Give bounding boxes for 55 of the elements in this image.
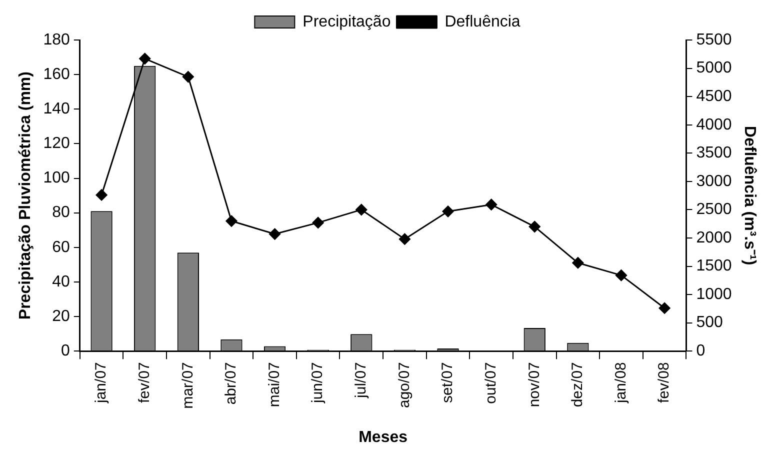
y-tick-label: 40 [52, 273, 70, 290]
y2-tick-label: 2000 [696, 229, 732, 246]
y2-tick-label: 4000 [696, 116, 732, 134]
y2-tick-label: 5500 [696, 31, 732, 48]
x-tick-label: jul/07 [352, 362, 370, 399]
x-tick-label: abr/07 [222, 362, 240, 405]
x-tick-label: jan/07 [92, 362, 110, 404]
point [312, 216, 324, 228]
x-tick-label: mai/07 [266, 362, 283, 408]
x-tick-label: mar/07 [179, 362, 196, 409]
y2-tick-label: 1500 [696, 258, 732, 275]
y2-tick-label: 3500 [696, 144, 732, 162]
point [572, 257, 584, 269]
x-axis-title: Meses [358, 428, 408, 446]
y2-tick-label: 4500 [696, 88, 732, 105]
point [442, 206, 454, 218]
y-tick-label: 0 [60, 342, 70, 360]
legend-label: Precipitação [302, 13, 391, 30]
point [182, 71, 194, 83]
y-axis-title: Precipitação Pluviométrica (mm) [17, 72, 34, 320]
y-tick-label: 140 [43, 100, 70, 118]
point [96, 189, 108, 201]
y-tick-label: 80 [52, 204, 70, 222]
x-tick-label: ago/07 [396, 362, 413, 408]
y-tick-label: 20 [52, 308, 70, 325]
y2-tick-label: 5000 [696, 60, 732, 77]
y-tick-label: 100 [43, 170, 70, 187]
x-tick-label: jun/07 [309, 362, 326, 404]
point [356, 204, 368, 216]
point [486, 198, 498, 210]
point [398, 233, 410, 245]
y2-tick-label: 0 [696, 342, 706, 360]
y-tick-label: 180 [43, 31, 70, 48]
x-tick-label: jan/08 [612, 362, 630, 404]
y2-axis-title: Defluência (m³.s⁻¹) [740, 126, 758, 266]
x-tick-label: dez/07 [569, 362, 586, 408]
y2-tick-label: 2500 [696, 201, 732, 218]
x-tick-label: out/07 [482, 362, 500, 404]
x-tick-label: nov/07 [526, 362, 543, 408]
point [269, 228, 281, 240]
legend-label: Defluência [444, 13, 520, 30]
point [226, 215, 238, 227]
y-tick-label: 160 [43, 66, 70, 83]
y-tick-label: 120 [43, 135, 70, 152]
y2-tick-label: 3000 [696, 172, 732, 190]
x-tick-label: set/07 [439, 362, 456, 403]
point [615, 270, 627, 282]
y2-tick-label: 500 [696, 314, 724, 332]
y2-tick-label: 1000 [696, 286, 732, 303]
x-tick-label: fev/08 [656, 362, 673, 403]
x-tick-label: fev/07 [136, 362, 153, 403]
point [528, 220, 540, 232]
point [139, 52, 151, 64]
y-tick-label: 60 [52, 238, 70, 256]
point [658, 302, 670, 314]
